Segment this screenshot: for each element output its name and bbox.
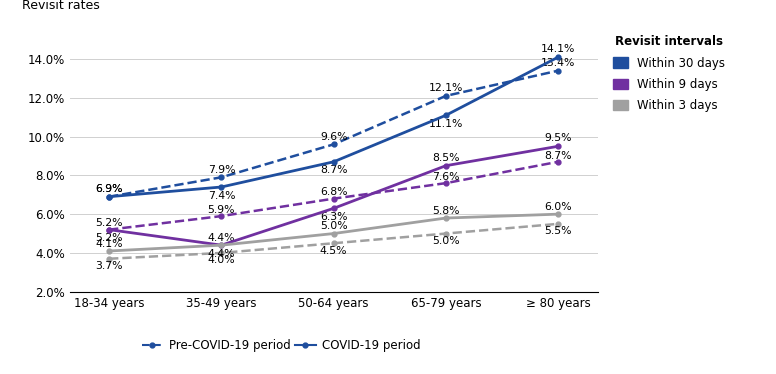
Text: 9.5%: 9.5%: [545, 133, 572, 143]
Text: 6.0%: 6.0%: [545, 202, 572, 212]
Text: 5.8%: 5.8%: [432, 206, 459, 216]
Text: 6.3%: 6.3%: [320, 212, 348, 222]
Text: 6.9%: 6.9%: [95, 184, 123, 194]
Text: 5.5%: 5.5%: [545, 226, 572, 236]
Text: 7.4%: 7.4%: [208, 190, 235, 200]
Text: 12.1%: 12.1%: [429, 83, 463, 94]
Text: 5.0%: 5.0%: [432, 236, 459, 246]
Text: 7.9%: 7.9%: [208, 165, 235, 175]
Text: 4.4%: 4.4%: [208, 249, 235, 259]
Text: 4.0%: 4.0%: [208, 255, 235, 265]
Text: 8.7%: 8.7%: [545, 151, 572, 160]
Text: 7.6%: 7.6%: [432, 172, 459, 182]
Text: Revisit rates: Revisit rates: [23, 0, 100, 12]
Text: 5.9%: 5.9%: [208, 205, 235, 215]
Text: 9.6%: 9.6%: [320, 132, 348, 142]
Text: 4.5%: 4.5%: [320, 246, 348, 255]
Text: 4.1%: 4.1%: [95, 239, 123, 249]
Text: 5.2%: 5.2%: [95, 233, 123, 243]
Text: 8.7%: 8.7%: [320, 165, 348, 175]
Text: 14.1%: 14.1%: [541, 43, 576, 53]
Text: 5.0%: 5.0%: [320, 221, 348, 231]
Legend: Pre-COVID-19 period, COVID-19 period: Pre-COVID-19 period, COVID-19 period: [137, 334, 425, 357]
Text: 3.7%: 3.7%: [95, 261, 123, 271]
Text: 13.4%: 13.4%: [541, 58, 576, 68]
Text: 6.8%: 6.8%: [320, 187, 348, 197]
Text: 5.2%: 5.2%: [95, 218, 123, 229]
Text: 6.9%: 6.9%: [95, 184, 123, 194]
Text: 8.5%: 8.5%: [432, 153, 459, 163]
Text: 4.4%: 4.4%: [208, 233, 235, 243]
Text: 11.1%: 11.1%: [429, 119, 463, 129]
